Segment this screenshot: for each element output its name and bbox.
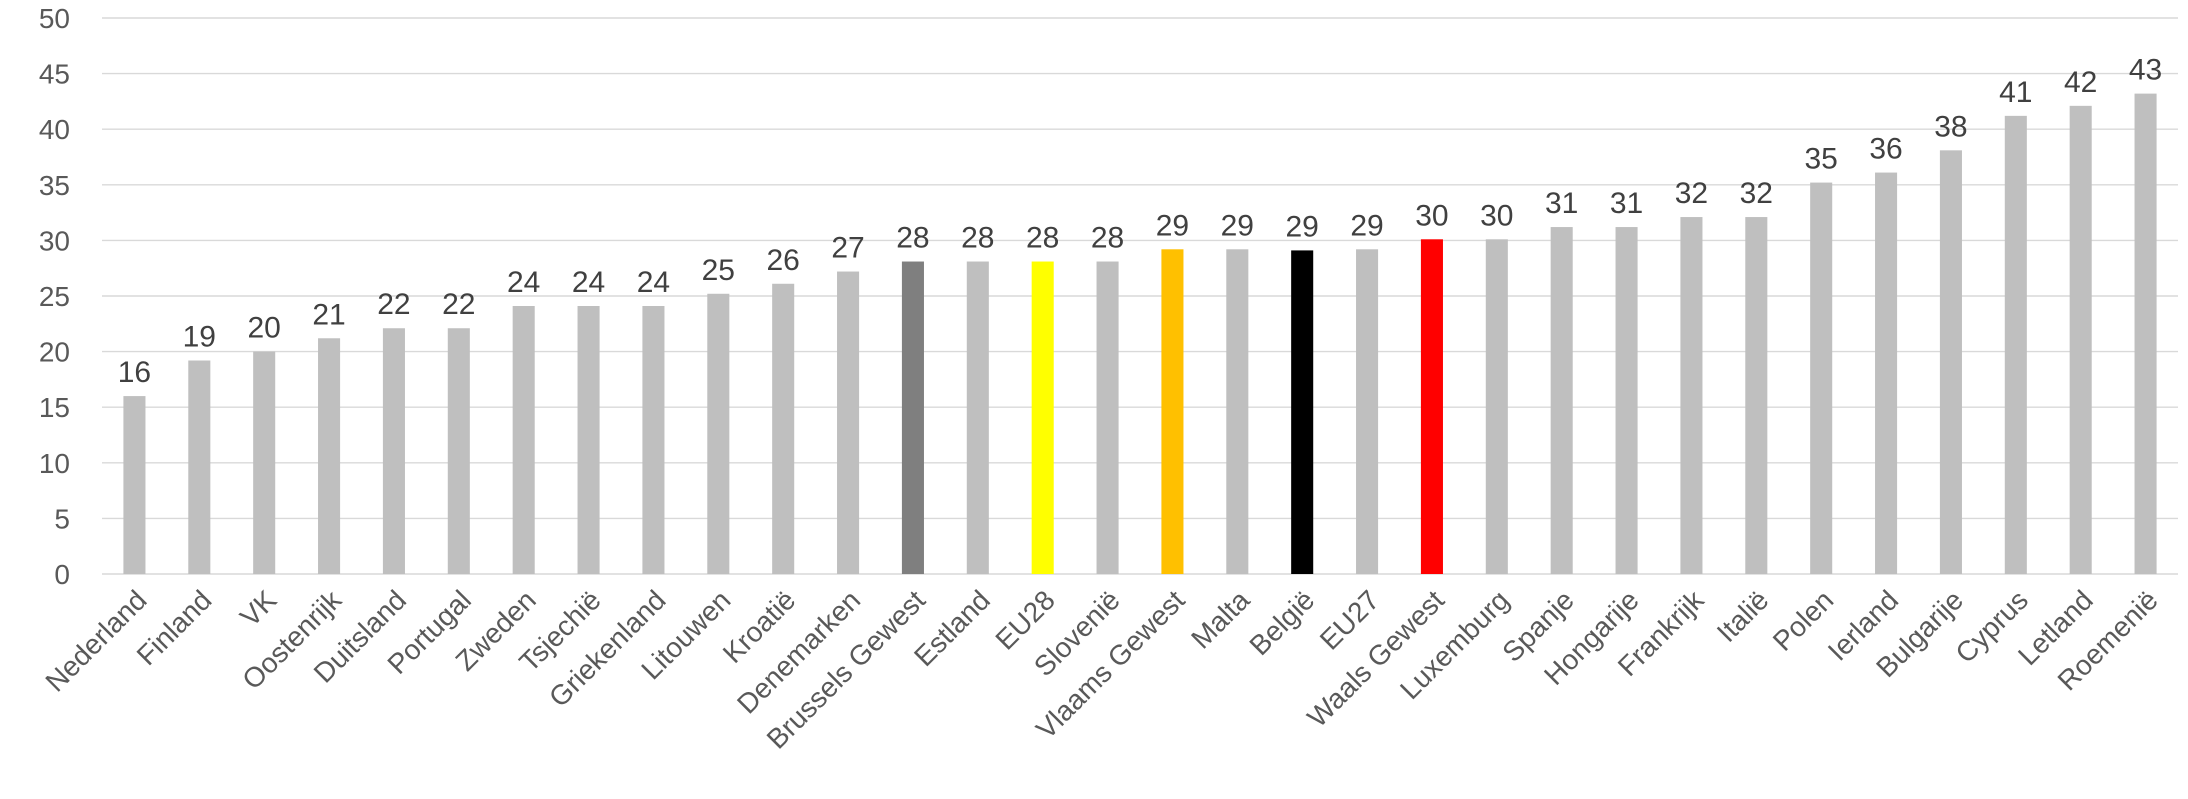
data-label: 28 — [961, 222, 994, 255]
bar — [2004, 115, 2027, 574]
bar — [1680, 217, 1703, 574]
bar — [642, 306, 665, 574]
bar — [382, 328, 405, 574]
data-label: 21 — [312, 298, 345, 331]
data-label: 30 — [1480, 199, 1513, 232]
y-tick-label: 10 — [39, 448, 70, 479]
data-label: 29 — [1286, 210, 1319, 243]
data-label: 29 — [1350, 209, 1383, 242]
bar — [1291, 250, 1314, 574]
x-tick-label: Nederland — [39, 584, 152, 697]
bar — [2069, 105, 2092, 575]
bar — [1420, 239, 1443, 574]
data-label: 26 — [767, 244, 800, 277]
bar — [447, 328, 470, 574]
data-label: 25 — [702, 254, 735, 287]
data-label: 24 — [637, 266, 670, 299]
bar — [1485, 239, 1508, 574]
bar — [1939, 150, 1962, 574]
data-label: 29 — [1221, 209, 1254, 242]
bar — [966, 261, 989, 574]
bar — [1810, 182, 1833, 575]
y-tick-label: 20 — [39, 337, 70, 368]
data-label: 24 — [507, 266, 540, 299]
y-tick-label: 15 — [39, 392, 70, 423]
x-tick-label: Malta — [1185, 584, 1256, 655]
data-label: 36 — [1869, 133, 1902, 166]
y-tick-label: 40 — [39, 114, 70, 145]
data-label: 30 — [1415, 199, 1448, 232]
bar — [1875, 172, 1898, 574]
x-tick-label: Italië — [1711, 584, 1775, 648]
data-label: 31 — [1545, 187, 1578, 220]
bar — [1031, 261, 1054, 574]
y-tick-label: 50 — [39, 3, 70, 34]
y-axis: 0 5 10 15 20 25 30 35 40 45 50 — [39, 3, 70, 590]
bar — [577, 306, 600, 574]
x-tick-label: België — [1243, 584, 1320, 661]
data-label: 32 — [1740, 177, 1773, 210]
data-label: 19 — [183, 320, 216, 353]
bar — [318, 338, 341, 574]
bar — [188, 360, 211, 574]
bar — [707, 293, 730, 574]
data-label: 35 — [1805, 143, 1838, 176]
data-label: 41 — [1999, 76, 2032, 109]
bars — [123, 93, 2157, 575]
data-label: 29 — [1156, 209, 1189, 242]
bar — [772, 283, 795, 574]
bar — [1745, 217, 1768, 574]
y-tick-label: 35 — [39, 170, 70, 201]
bar — [123, 396, 146, 574]
data-label: 28 — [896, 222, 929, 255]
data-label: 43 — [2129, 54, 2162, 87]
data-label: 42 — [2064, 66, 2097, 99]
data-label: 31 — [1610, 187, 1643, 220]
bar — [1161, 249, 1184, 574]
y-tick-label: 0 — [54, 559, 70, 590]
data-label: 28 — [1091, 222, 1124, 255]
data-label: 16 — [118, 356, 151, 389]
bar — [837, 271, 860, 574]
data-labels: 16 19 20 21 22 22 24 24 24 25 26 27 28 28 28 28 29 29 29 29… — [118, 54, 2163, 389]
data-label: 24 — [572, 266, 605, 299]
gridlines — [102, 17, 2178, 575]
bar — [512, 306, 535, 574]
data-label: 38 — [1934, 110, 1967, 143]
data-label: 27 — [831, 232, 864, 265]
data-label: 28 — [1026, 222, 1059, 255]
y-tick-label: 30 — [39, 225, 70, 256]
bar — [2134, 93, 2157, 574]
data-label: 32 — [1675, 177, 1708, 210]
data-label: 22 — [377, 288, 410, 321]
bar — [1615, 227, 1638, 574]
bar — [1096, 261, 1119, 574]
bar — [1550, 227, 1573, 574]
bar — [253, 351, 276, 574]
y-tick-label: 5 — [54, 503, 70, 534]
data-label: 20 — [248, 312, 281, 345]
x-tick-label: VK — [234, 584, 283, 633]
bar — [901, 261, 924, 574]
bar — [1356, 249, 1379, 574]
bar — [1226, 249, 1249, 574]
y-tick-label: 45 — [39, 59, 70, 90]
y-tick-label: 25 — [39, 281, 70, 312]
data-label: 22 — [442, 288, 475, 321]
